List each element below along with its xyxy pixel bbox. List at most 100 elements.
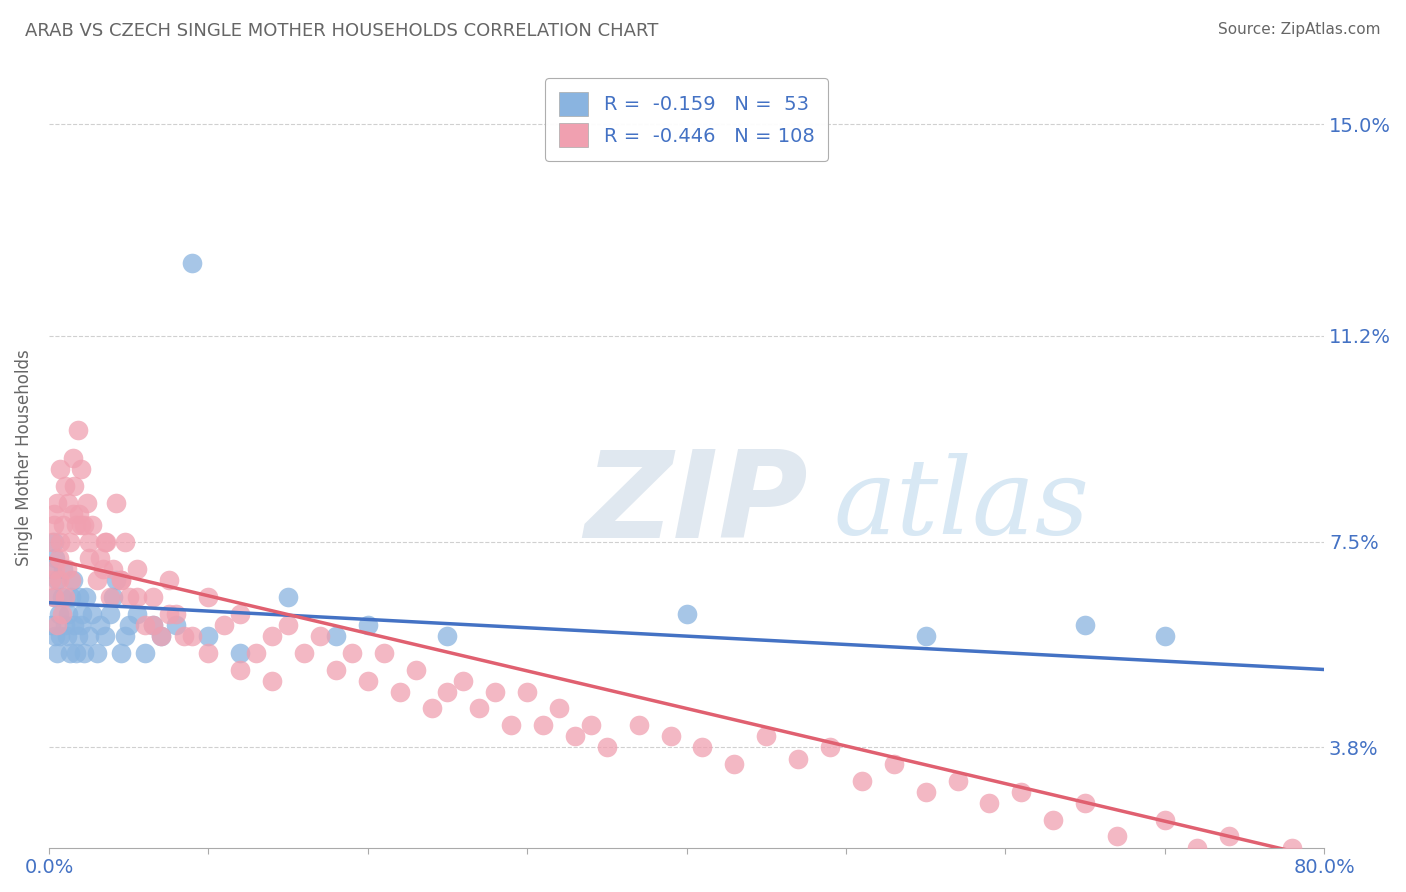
Point	[110, 574, 132, 588]
Point	[157, 607, 180, 621]
Point	[484, 685, 506, 699]
Point	[229, 646, 252, 660]
Point	[104, 495, 127, 509]
Point	[149, 629, 172, 643]
Point	[45, 618, 67, 632]
Point	[166, 607, 188, 621]
Point	[818, 740, 841, 755]
Point	[65, 646, 87, 660]
Point	[340, 646, 363, 660]
Point	[44, 562, 66, 576]
Point	[44, 551, 66, 566]
Point	[55, 629, 77, 643]
Point	[946, 773, 969, 788]
Point	[41, 534, 63, 549]
Point	[52, 562, 75, 576]
Point	[62, 451, 84, 466]
Point	[66, 423, 89, 437]
Point	[262, 673, 284, 688]
Text: Source: ZipAtlas.com: Source: ZipAtlas.com	[1218, 22, 1381, 37]
Point	[39, 574, 62, 588]
Point	[59, 646, 82, 660]
Point	[89, 618, 111, 632]
Point	[94, 534, 117, 549]
Point	[55, 562, 77, 576]
Point	[914, 785, 936, 799]
Point	[914, 629, 936, 643]
Point	[675, 607, 697, 621]
Point	[1042, 813, 1064, 827]
Point	[1074, 618, 1097, 632]
Point	[134, 646, 156, 660]
Point	[245, 646, 267, 660]
Point	[110, 574, 132, 588]
Point	[309, 629, 332, 643]
Point	[39, 618, 62, 632]
Point	[214, 618, 236, 632]
Point	[98, 607, 121, 621]
Point	[851, 773, 873, 788]
Point	[1281, 840, 1303, 855]
Point	[77, 534, 100, 549]
Text: ARAB VS CZECH SINGLE MOTHER HOUSEHOLDS CORRELATION CHART: ARAB VS CZECH SINGLE MOTHER HOUSEHOLDS C…	[25, 22, 658, 40]
Point	[53, 479, 76, 493]
Point	[787, 751, 810, 765]
Point	[59, 534, 82, 549]
Point	[883, 757, 905, 772]
Point	[42, 534, 65, 549]
Point	[91, 562, 114, 576]
Point	[49, 629, 72, 643]
Point	[548, 701, 571, 715]
Point	[45, 574, 67, 588]
Point	[49, 534, 72, 549]
Point	[51, 607, 73, 621]
Point	[101, 590, 124, 604]
Point	[1185, 840, 1208, 855]
Point	[1010, 785, 1032, 799]
Point	[56, 607, 79, 621]
Point	[49, 462, 72, 476]
Point	[197, 629, 219, 643]
Point	[325, 629, 347, 643]
Point	[173, 629, 195, 643]
Point	[1074, 796, 1097, 810]
Point	[125, 562, 148, 576]
Point	[48, 574, 70, 588]
Point	[53, 618, 76, 632]
Point	[60, 574, 83, 588]
Point	[157, 574, 180, 588]
Point	[197, 590, 219, 604]
Point	[125, 590, 148, 604]
Point	[67, 590, 90, 604]
Point	[77, 551, 100, 566]
Point	[1296, 852, 1319, 866]
Point	[1305, 868, 1327, 882]
Point	[53, 590, 76, 604]
Point	[755, 729, 778, 743]
Point	[659, 729, 682, 743]
Point	[388, 685, 411, 699]
Point	[277, 618, 299, 632]
Point	[42, 590, 65, 604]
Point	[77, 629, 100, 643]
Point	[104, 574, 127, 588]
Point	[134, 618, 156, 632]
Point	[80, 517, 103, 532]
Point	[453, 673, 475, 688]
Point	[166, 618, 188, 632]
Point	[60, 590, 83, 604]
Point	[531, 718, 554, 732]
Point	[142, 590, 165, 604]
Point	[118, 590, 141, 604]
Point	[63, 618, 86, 632]
Point	[80, 607, 103, 621]
Point	[101, 562, 124, 576]
Point	[142, 618, 165, 632]
Point	[73, 517, 96, 532]
Point	[118, 618, 141, 632]
Point	[65, 517, 87, 532]
Point	[373, 646, 395, 660]
Point	[42, 507, 65, 521]
Point	[149, 629, 172, 643]
Point	[42, 517, 65, 532]
